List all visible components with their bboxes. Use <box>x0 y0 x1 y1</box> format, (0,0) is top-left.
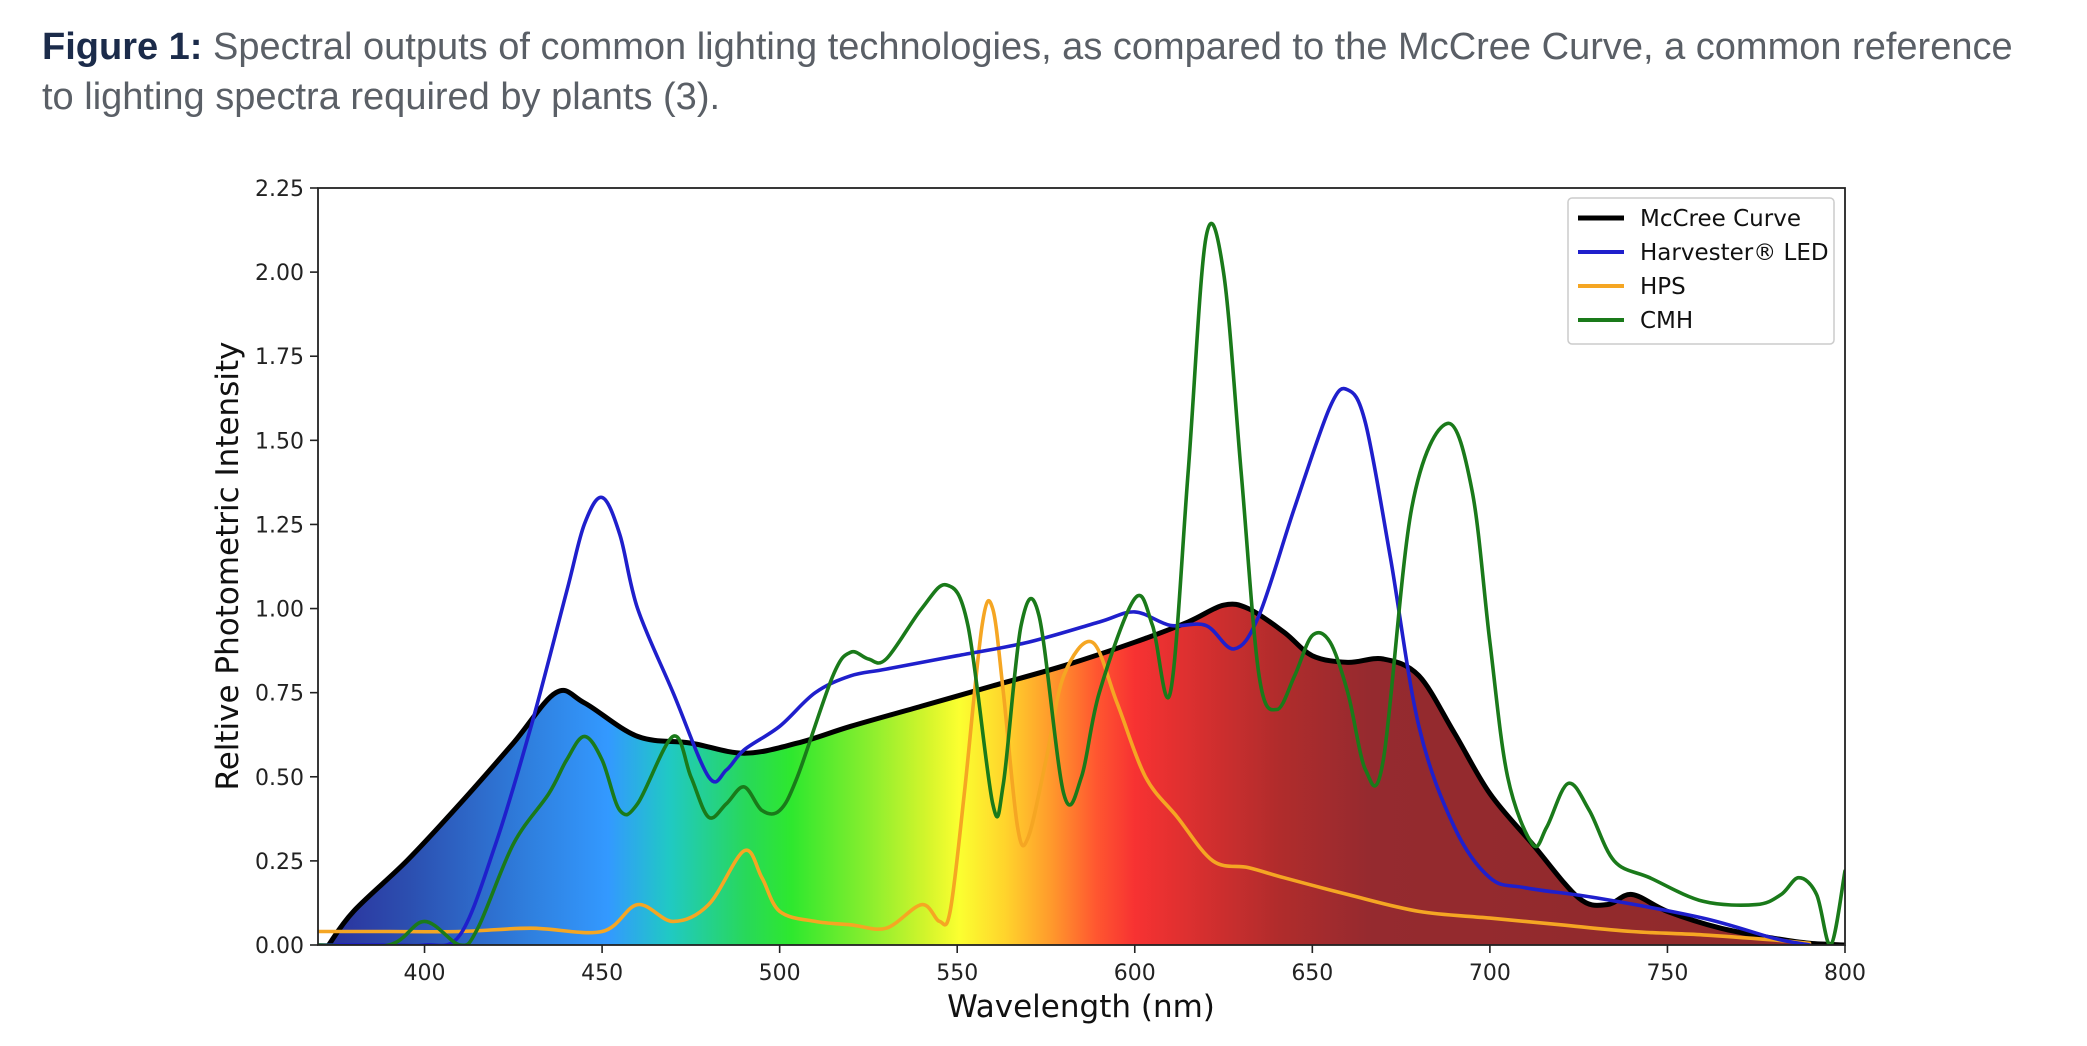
y-tick-label: 0.50 <box>255 766 304 791</box>
legend-box <box>1567 197 1835 345</box>
y-tick-label: 1.25 <box>255 513 304 538</box>
figure-caption-text: Spectral outputs of common lighting tech… <box>42 26 2013 118</box>
y-axis-title: Reltive Photometric Intensity <box>210 342 246 791</box>
y-tick-label: 1.50 <box>255 429 304 454</box>
y-axis: 0.00 0.25 0.50 0.75 1.00 1.25 1.50 1.75 2.00 2.25 <box>255 177 318 959</box>
series-lines <box>318 221 1845 945</box>
y-tick-label: 2.25 <box>255 177 304 202</box>
y-tick-label: 1.75 <box>255 345 304 370</box>
cmh-line <box>318 221 1845 945</box>
y-tick-label: 2.00 <box>255 261 304 286</box>
mccree-spectrum-fill <box>328 604 1845 945</box>
x-axis-title: Wavelength (nm) <box>947 989 1215 1025</box>
x-tick-label: 800 <box>1824 961 1866 986</box>
figure-caption-lead: Figure 1: <box>42 26 203 68</box>
legend-label-cmh: CMH <box>1640 308 1693 334</box>
x-tick-label: 500 <box>759 961 801 986</box>
y-tick-label: 1.00 <box>255 598 304 623</box>
x-tick-label: 400 <box>404 961 446 986</box>
x-axis: 400 450 500 550 600 650 700 750 800 <box>404 945 1866 986</box>
y-tick-label: 0.00 <box>255 934 304 959</box>
legend-label-harvester-led: Harvester® LED <box>1640 240 1829 266</box>
x-tick-label: 750 <box>1646 961 1688 986</box>
y-tick-label: 0.75 <box>255 682 304 707</box>
legend-label-mccree: McCree Curve <box>1640 206 1801 232</box>
mccree-curve-line <box>326 601 1845 945</box>
plot-frame <box>317 187 1846 946</box>
y-tick-label: 0.25 <box>255 850 304 875</box>
x-tick-label: 600 <box>1114 961 1156 986</box>
x-tick-label: 550 <box>936 961 978 986</box>
legend: McCree Curve Harvester® LED HPS CMH <box>1567 197 1835 345</box>
figure-caption: Figure 1: Spectral outputs of common lig… <box>42 22 2052 122</box>
x-tick-label: 450 <box>581 961 623 986</box>
x-tick-label: 650 <box>1291 961 1333 986</box>
x-tick-label: 700 <box>1469 961 1511 986</box>
legend-label-hps: HPS <box>1640 274 1686 300</box>
harvester-led-line <box>318 386 1812 945</box>
hps-line <box>318 599 1812 945</box>
